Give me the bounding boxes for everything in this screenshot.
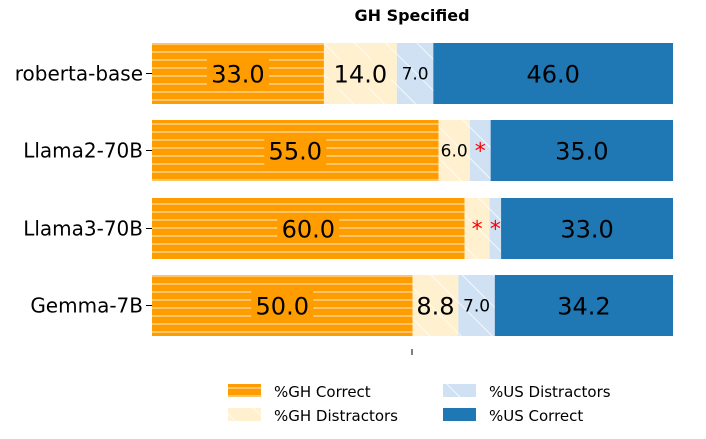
y-tick-label-3: Gemma-7B bbox=[30, 294, 143, 318]
legend-label-us-distractors: %US Distractors bbox=[489, 383, 611, 401]
y-tick-label-0: roberta-base bbox=[15, 62, 143, 86]
bar-value-label-1-0: 55.0 bbox=[269, 138, 322, 166]
bar-value-label-2-0: 60.0 bbox=[282, 216, 335, 244]
legend-label-us-correct: %US Correct bbox=[489, 407, 583, 425]
y-tick-label-2: Llama3-70B bbox=[23, 217, 143, 241]
legend-label-gh-distractors: %GH Distractors bbox=[274, 407, 398, 425]
bar-hatch-gh-distractors-1 bbox=[438, 120, 470, 181]
bar-value-label-1-3: 35.0 bbox=[555, 138, 608, 166]
bar-us-correct-2 bbox=[501, 198, 673, 259]
legend-swatch-us-correct bbox=[443, 408, 476, 421]
bar-marker-2-2: * bbox=[490, 218, 501, 243]
bar-marker-2-1: * bbox=[472, 218, 483, 243]
bar-us-correct-0 bbox=[433, 43, 673, 104]
bar-label-bg-3-0 bbox=[251, 291, 314, 320]
bar-marker-1-2: * bbox=[475, 140, 486, 165]
bar-hatch-gh-distractors-3 bbox=[412, 275, 459, 336]
bar-value-label-3-1: 8.8 bbox=[416, 293, 454, 321]
legend-swatch-hatch-us-distractors bbox=[443, 384, 476, 397]
bar-value-label-0-0: 33.0 bbox=[211, 61, 264, 89]
bar-hatch-us-distractors-0 bbox=[396, 43, 434, 104]
y-tick-label-1: Llama2-70B bbox=[23, 139, 143, 163]
bar-label-bg-2-0 bbox=[277, 214, 340, 243]
bar-us-correct-3 bbox=[494, 275, 673, 336]
bars-layer: 33.0 14.0 7.0 46.0 55.0 6.0 * 35.0 60.0 * * 33.0 50.… bbox=[152, 43, 673, 336]
bar-hatch-us-distractors-1 bbox=[469, 120, 491, 181]
bar-us-correct-1 bbox=[490, 120, 673, 181]
legend: %GH Correct %GH Distractors %US Distractor… bbox=[228, 383, 611, 425]
bar-value-label-0-1: 14.0 bbox=[334, 61, 387, 89]
bar-hatch-us-distractors-2 bbox=[489, 198, 502, 259]
y-axis-labels: roberta-base Llama2-70B Llama3-70B Gemma-7B bbox=[15, 62, 152, 318]
legend-swatch-hatch-gh-distractors bbox=[228, 408, 261, 421]
bar-value-label-3-3: 34.2 bbox=[557, 293, 610, 321]
legend-label-gh-correct: %GH Correct bbox=[274, 383, 371, 401]
chart-title: GH Specified bbox=[354, 6, 469, 25]
bar-value-label-3-0: 50.0 bbox=[256, 293, 309, 321]
bar-value-label-0-2: 7.0 bbox=[402, 65, 429, 85]
bar-value-label-2-3: 33.0 bbox=[560, 216, 613, 244]
bar-label-bg-0-0 bbox=[206, 59, 269, 88]
bar-value-label-0-3: 46.0 bbox=[526, 61, 579, 89]
bar-label-bg-0-1 bbox=[329, 59, 392, 88]
legend-swatch-hatch-gh-correct bbox=[228, 384, 261, 397]
bar-hatch-gh-distractors-2 bbox=[464, 198, 490, 259]
bar-hatch-us-distractors-3 bbox=[458, 275, 495, 336]
bar-value-label-1-1: 6.0 bbox=[441, 142, 468, 162]
bar-value-label-3-2: 7.0 bbox=[463, 297, 490, 317]
bar-label-bg-1-0 bbox=[264, 136, 327, 165]
